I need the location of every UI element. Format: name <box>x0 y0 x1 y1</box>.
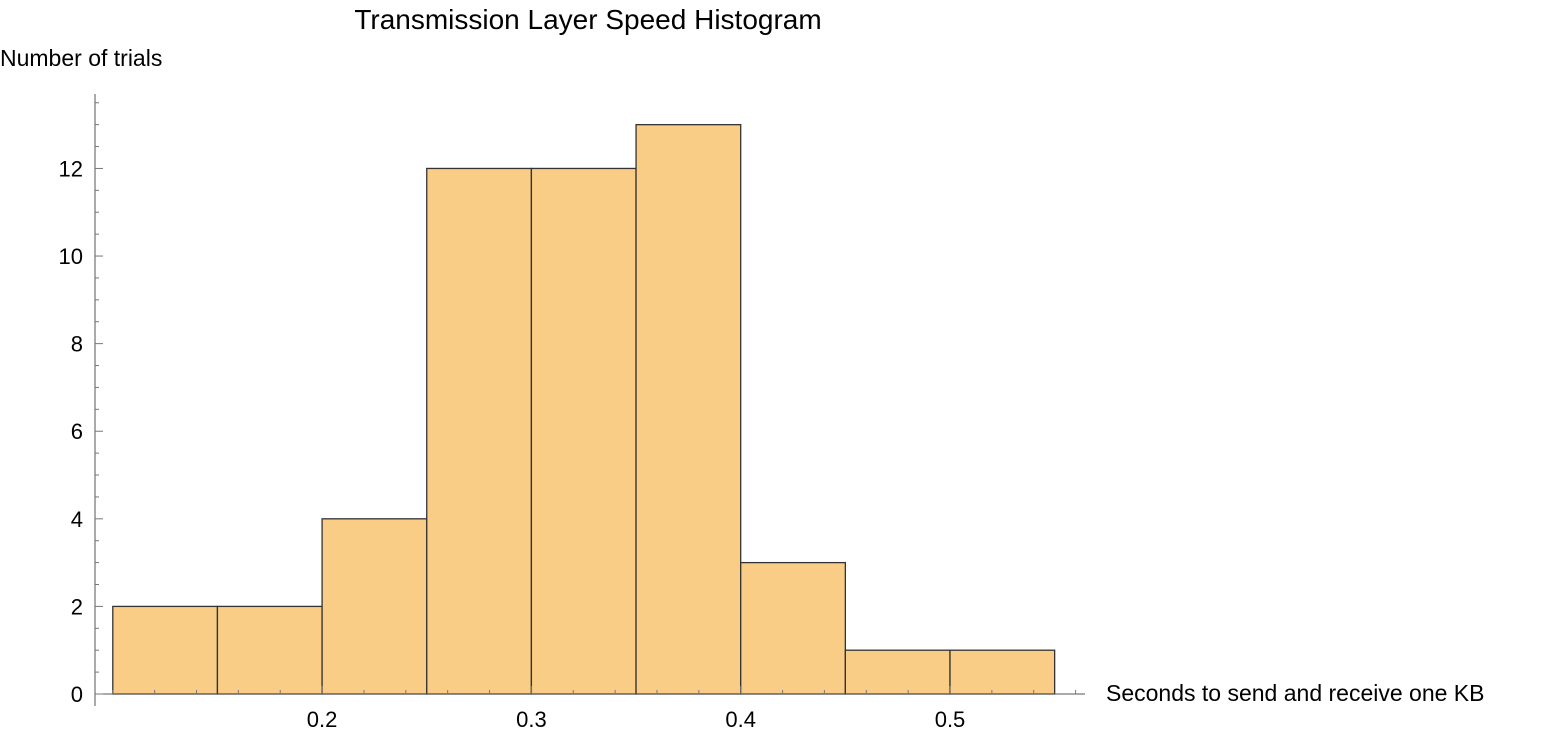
y-tick-label: 6 <box>71 419 83 444</box>
y-tick-label: 8 <box>71 332 83 357</box>
histogram-bar-1 <box>216 605 323 695</box>
y-tick-label: 4 <box>71 507 83 532</box>
histogram-bar-6 <box>740 561 846 695</box>
y-tick-label: 2 <box>71 594 83 619</box>
histogram-bar-2 <box>321 518 428 695</box>
chart-title: Transmission Layer Speed Histogram <box>354 4 821 35</box>
x-tick-label: 0.4 <box>725 707 756 732</box>
histogram-bar-8 <box>949 649 1056 695</box>
x-axis-label: Seconds to send and receive one KB <box>1106 680 1484 706</box>
axes-group: 0 2 4 6 8 10 12 0.2 0.3 0.4 0.5 <box>59 94 1085 732</box>
histogram-bar-4 <box>530 167 637 695</box>
x-tick-label: 0.5 <box>935 707 966 732</box>
histogram-bar-7 <box>844 649 951 695</box>
histogram-bar-3 <box>426 167 533 695</box>
bars-group <box>112 124 1056 695</box>
y-tick-label: 12 <box>59 156 83 181</box>
y-axis-label: Number of trials <box>0 45 162 71</box>
x-tick-label: 0.3 <box>516 707 547 732</box>
histogram-bar-0 <box>112 605 219 695</box>
x-tick-label: 0.2 <box>307 707 338 732</box>
histogram-bar-5 <box>635 124 742 695</box>
y-tick-label: 0 <box>71 682 83 707</box>
y-tick-label: 10 <box>59 244 83 269</box>
